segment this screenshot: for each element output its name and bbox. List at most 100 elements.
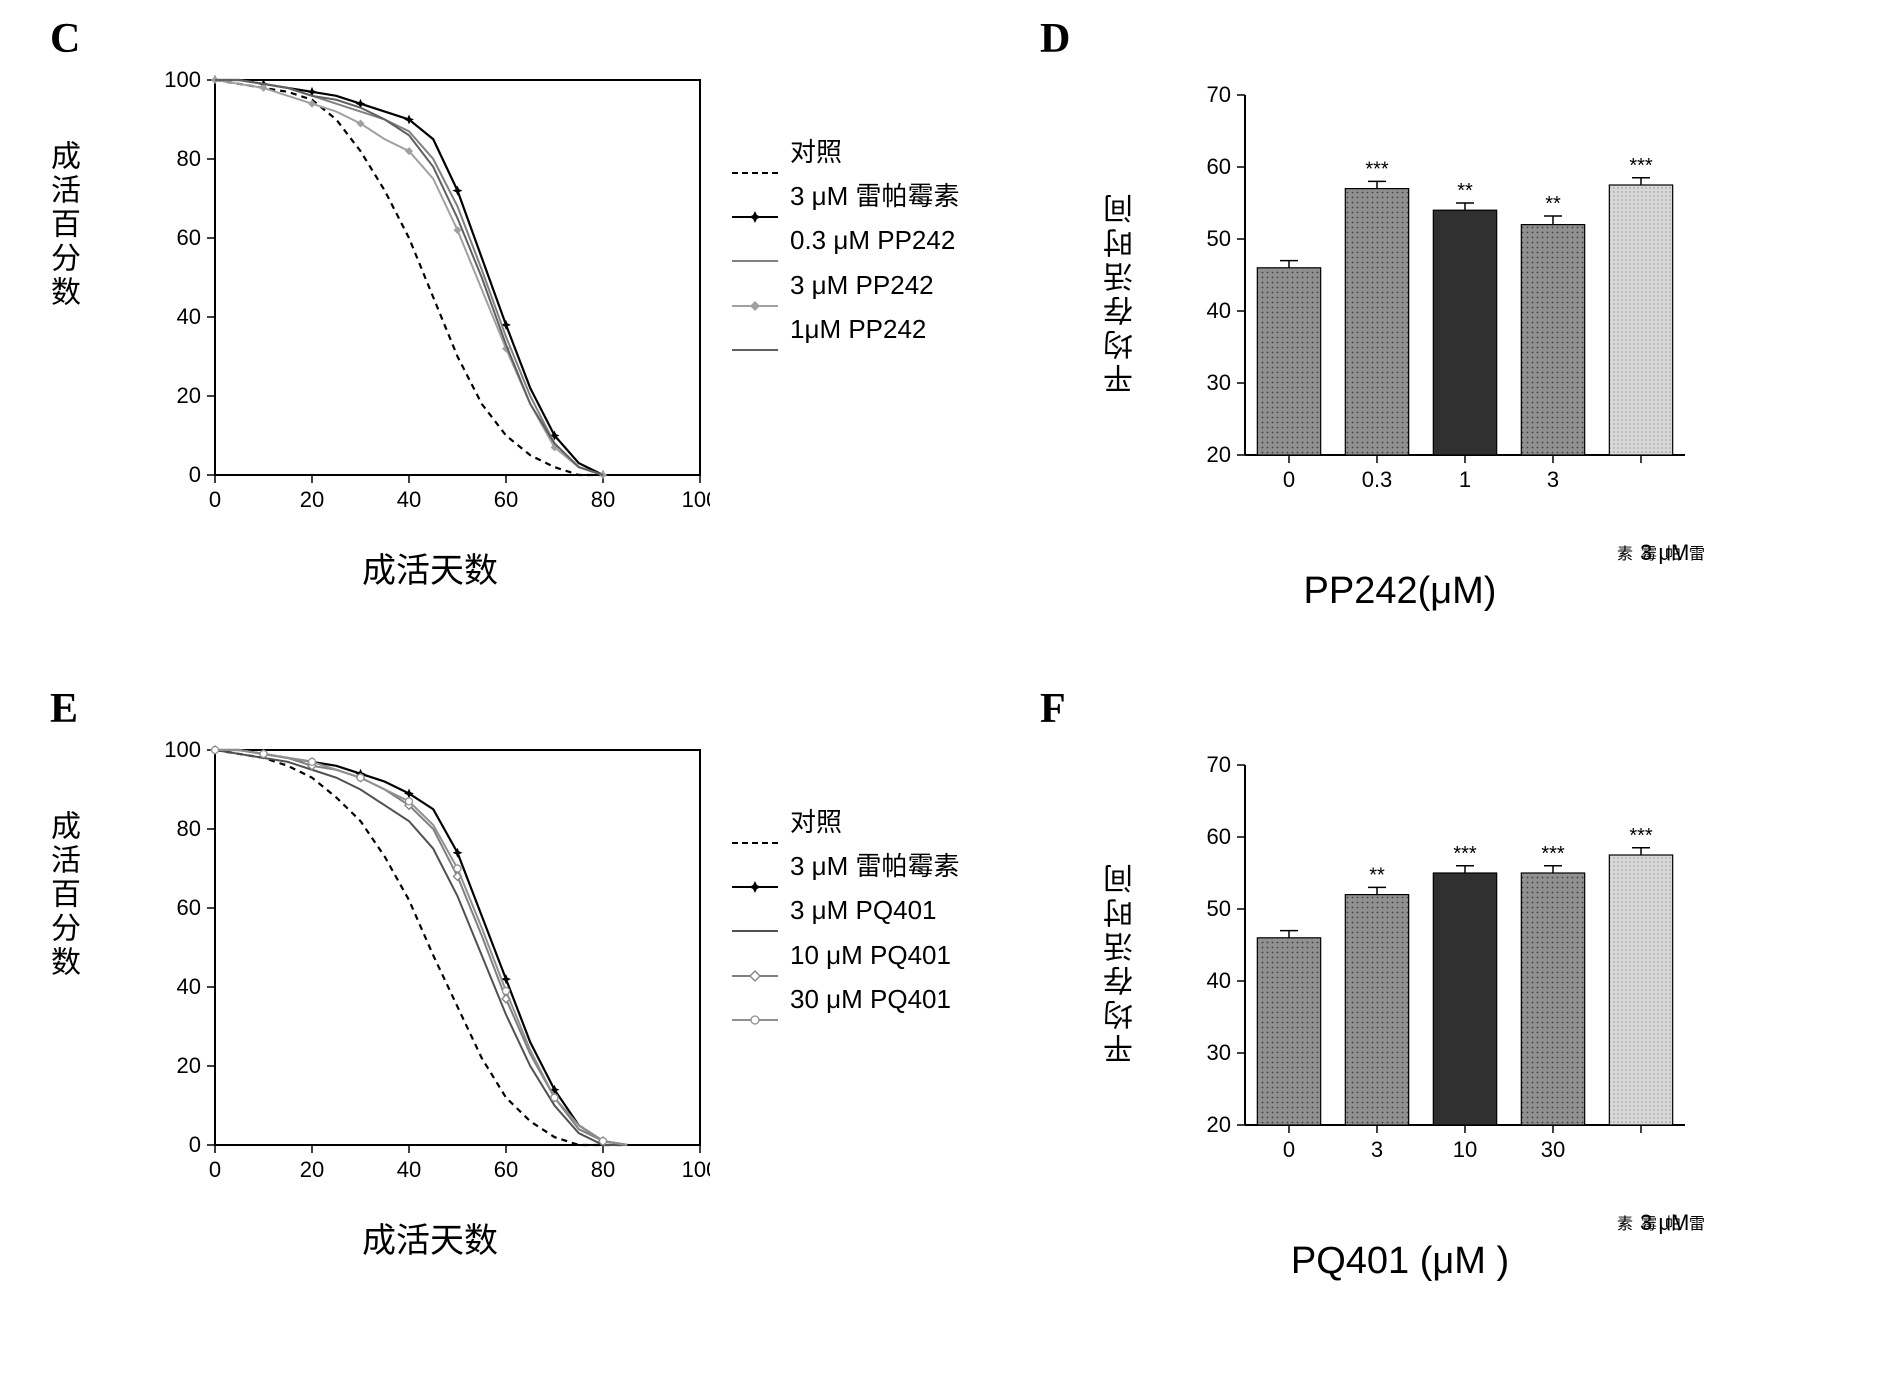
legend-label: 1μM PP242	[790, 307, 926, 351]
panel-e-ylabel: 成活百分数	[40, 810, 84, 980]
svg-text:60: 60	[494, 1157, 518, 1182]
legend-label: 3 μM PP242	[790, 263, 934, 307]
panel-d-ylabel: 平均存活时间	[1100, 190, 1144, 394]
svg-text:40: 40	[397, 487, 421, 512]
svg-text:***: ***	[1629, 155, 1653, 177]
legend-swatch	[730, 954, 780, 956]
legend-label: 30 μM PQ401	[790, 977, 951, 1021]
svg-text:30: 30	[1207, 1040, 1231, 1065]
panel-f-label: F	[1040, 685, 1066, 733]
panel-c-legend: 对照3 μM 雷帕霉素0.3 μM PP2423 μM PP2421μM PP2…	[730, 130, 960, 351]
legend-label: 3 μM 雷帕霉素	[790, 174, 960, 218]
panel-e-xlabel: 成活天数	[150, 1213, 710, 1262]
svg-text:100: 100	[682, 1157, 710, 1182]
svg-text:80: 80	[177, 146, 201, 171]
svg-text:***: ***	[1453, 843, 1477, 865]
panel-d-svg: 20 30 40 50 60 70 0 *** 0.3 ** 1 ** 3 ***	[1180, 70, 1700, 510]
panel-d-chart: 平均存活时间 2030405060700***0.3**1**3*** PP24…	[1180, 70, 1800, 515]
panel-c: C 成活百分数 020406080100020406080100 成活天数 对照…	[20, 20, 980, 660]
legend-label: 3 μM PQ401	[790, 888, 937, 932]
legend-swatch	[730, 998, 780, 1000]
panel-e-label: E	[50, 685, 78, 733]
svg-text:40: 40	[1207, 968, 1231, 993]
panel-d: D 平均存活时间 2030405060700***0.3**1**3*** PP…	[1040, 20, 1800, 660]
svg-text:40: 40	[177, 974, 201, 999]
legend-swatch	[730, 151, 780, 153]
legend-item: 对照	[730, 800, 960, 844]
svg-text:50: 50	[1207, 896, 1231, 921]
panel-f: F 平均存活时间 2030405060700**3***10***30*** P…	[1040, 690, 1800, 1330]
svg-text:80: 80	[591, 487, 615, 512]
svg-text:1: 1	[1459, 467, 1471, 492]
svg-text:20: 20	[300, 487, 324, 512]
svg-text:20: 20	[177, 1053, 201, 1078]
panel-f-xlabel: PQ401 (μM )	[1210, 1240, 1590, 1283]
legend-label: 对照	[790, 130, 842, 174]
svg-text:40: 40	[1207, 298, 1231, 323]
panel-e-svg: 020406080100020406080100	[150, 730, 710, 1200]
legend-label: 3 μM 雷帕霉素	[790, 844, 960, 888]
svg-text:60: 60	[177, 225, 201, 250]
svg-text:100: 100	[164, 67, 201, 92]
panel-f-svg: 20 30 40 50 60 70 0 ** 3 *** 10 *** 30 ***	[1180, 740, 1700, 1180]
svg-text:80: 80	[591, 1157, 615, 1182]
svg-text:20: 20	[1207, 1112, 1231, 1137]
svg-text:***: ***	[1365, 158, 1389, 180]
svg-text:70: 70	[1207, 82, 1231, 107]
svg-text:0: 0	[1283, 467, 1295, 492]
svg-text:20: 20	[177, 383, 201, 408]
panel-c-label: C	[50, 15, 80, 63]
panel-c-xlabel: 成活天数	[150, 543, 710, 592]
svg-text:60: 60	[1207, 154, 1231, 179]
legend-swatch	[730, 239, 780, 241]
svg-text:30: 30	[1207, 370, 1231, 395]
svg-text:3: 3	[1371, 1137, 1383, 1162]
svg-text:20: 20	[1207, 442, 1231, 467]
svg-text:60: 60	[494, 487, 518, 512]
legend-label: 0.3 μM PP242	[790, 218, 955, 262]
panel-e: E 成活百分数 020406080100020406080100 成活天数 对照…	[20, 690, 980, 1330]
svg-text:0: 0	[1283, 1137, 1295, 1162]
panel-c-ylabel: 成活百分数	[40, 140, 84, 310]
svg-text:60: 60	[177, 895, 201, 920]
figure-grid: C 成活百分数 020406080100020406080100 成活天数 对照…	[20, 20, 1884, 1330]
svg-text:40: 40	[177, 304, 201, 329]
svg-text:**: **	[1545, 193, 1561, 215]
panel-f-extra-value: 3 μM	[1640, 1210, 1689, 1236]
svg-text:3: 3	[1547, 467, 1559, 492]
svg-text:**: **	[1369, 864, 1385, 886]
legend-swatch	[730, 821, 780, 823]
svg-text:0: 0	[209, 487, 221, 512]
panel-f-chart: 平均存活时间 2030405060700**3***10***30*** PQ4…	[1180, 740, 1800, 1185]
svg-text:60: 60	[1207, 824, 1231, 849]
svg-text:**: **	[1457, 180, 1473, 202]
svg-text:0: 0	[209, 1157, 221, 1182]
svg-text:100: 100	[682, 487, 710, 512]
legend-swatch	[730, 328, 780, 330]
svg-text:40: 40	[397, 1157, 421, 1182]
svg-text:***: ***	[1541, 843, 1565, 865]
svg-text:30: 30	[1541, 1137, 1565, 1162]
svg-text:100: 100	[164, 737, 201, 762]
panel-d-label: D	[1040, 15, 1070, 63]
svg-text:20: 20	[300, 1157, 324, 1182]
panel-f-ylabel: 平均存活时间	[1100, 860, 1144, 1064]
legend-swatch	[730, 909, 780, 911]
panel-e-chart: 成活百分数 020406080100020406080100 成活天数 对照3 …	[150, 730, 980, 1205]
legend-swatch	[730, 195, 780, 197]
legend-swatch	[730, 284, 780, 286]
panel-d-xlabel: PP242(μM)	[1210, 570, 1590, 613]
svg-text:80: 80	[177, 816, 201, 841]
svg-text:0: 0	[189, 462, 201, 487]
svg-text:***: ***	[1629, 825, 1653, 847]
legend-item: 对照	[730, 130, 960, 174]
svg-text:50: 50	[1207, 226, 1231, 251]
panel-d-extra-value: 3 μM	[1640, 540, 1689, 566]
panel-c-chart: 成活百分数 020406080100020406080100 成活天数 对照3 …	[150, 60, 980, 535]
svg-text:10: 10	[1453, 1137, 1477, 1162]
svg-text:0.3: 0.3	[1362, 467, 1393, 492]
panel-e-legend: 对照3 μM 雷帕霉素3 μM PQ40110 μM PQ40130 μM PQ…	[730, 800, 960, 1021]
legend-swatch	[730, 865, 780, 867]
legend-label: 对照	[790, 800, 842, 844]
svg-text:70: 70	[1207, 752, 1231, 777]
